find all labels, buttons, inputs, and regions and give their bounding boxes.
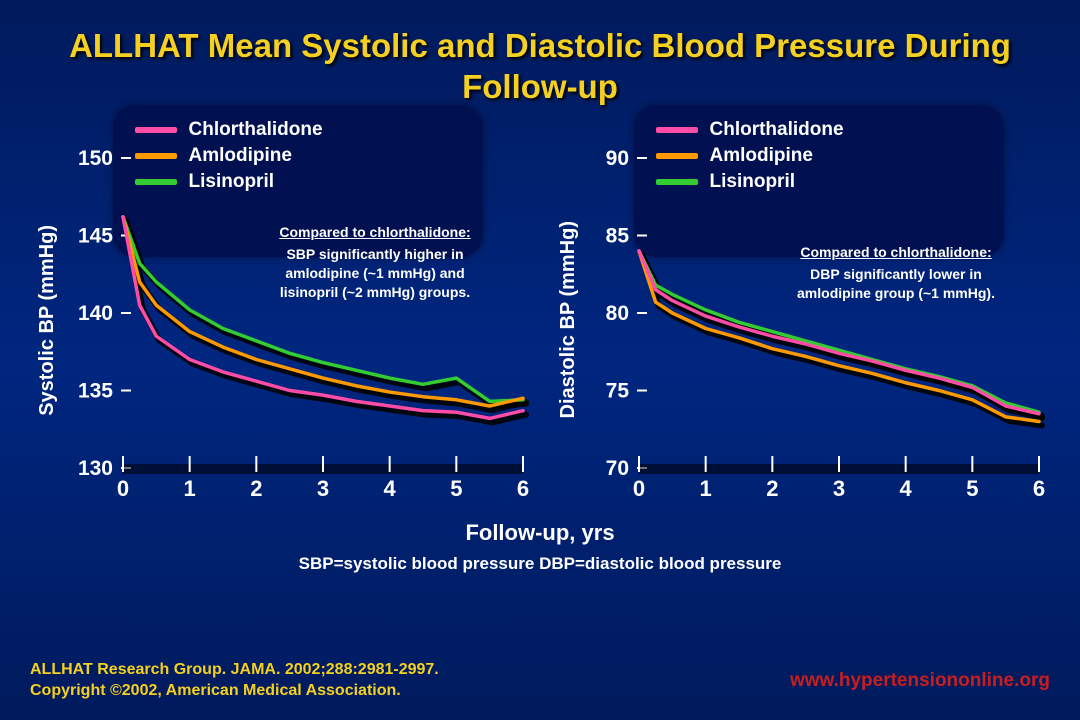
svg-text:130: 130 <box>77 457 112 480</box>
charts-row: Systolic BP (mmHg) ChlorthalidoneAmlodip… <box>0 123 1080 518</box>
citation-line1: ALLHAT Research Group. JAMA. 2002;288:29… <box>30 660 439 681</box>
svg-text:0: 0 <box>116 476 128 501</box>
svg-text:75: 75 <box>605 379 629 402</box>
sbp-note-title: Compared to chlorthalidone: <box>263 223 488 242</box>
svg-text:80: 80 <box>605 302 628 325</box>
sbp-line-chart: 130 135 140 145 150 0 1 2 3 4 5 6 <box>63 123 533 513</box>
svg-text:2: 2 <box>766 476 778 501</box>
svg-text:2: 2 <box>250 476 262 501</box>
svg-text:150: 150 <box>77 147 112 170</box>
svg-text:5: 5 <box>966 476 978 501</box>
svg-text:70: 70 <box>605 457 628 480</box>
x-axis-label: Follow-up, yrs <box>0 520 1080 546</box>
svg-text:85: 85 <box>605 224 629 247</box>
svg-text:135: 135 <box>77 379 112 402</box>
svg-text:90: 90 <box>605 147 628 170</box>
svg-text:140: 140 <box>77 302 112 325</box>
dbp-note: Compared to chlorthalidone: DBP signific… <box>784 243 1009 304</box>
sbp-note: Compared to chlorthalidone: SBP signific… <box>263 223 488 303</box>
svg-text:5: 5 <box>450 476 462 501</box>
svg-text:3: 3 <box>832 476 844 501</box>
dbp-y-axis-label: Diastolic BP (mmHg) <box>553 221 584 418</box>
svg-text:1: 1 <box>183 476 195 501</box>
svg-text:0: 0 <box>632 476 644 501</box>
svg-text:3: 3 <box>316 476 328 501</box>
citation: ALLHAT Research Group. JAMA. 2002;288:29… <box>30 660 439 702</box>
svg-text:4: 4 <box>899 476 912 501</box>
svg-text:145: 145 <box>77 224 112 247</box>
dbp-chart-wrap: Diastolic BP (mmHg) ChlorthalidoneAmlodi… <box>553 123 1049 518</box>
dbp-note-body: DBP significantly lower in amlodipine gr… <box>784 265 1009 303</box>
dbp-line-chart: 70 75 80 85 90 0 1 2 3 4 5 6 <box>584 123 1049 513</box>
sbp-chart-wrap: Systolic BP (mmHg) ChlorthalidoneAmlodip… <box>32 123 533 518</box>
source-url: www.hypertensiononline.org <box>790 670 1050 692</box>
svg-text:1: 1 <box>699 476 711 501</box>
abbreviations: SBP=systolic blood pressure DBP=diastoli… <box>0 554 1080 574</box>
sbp-y-axis-label: Systolic BP (mmHg) <box>32 225 63 416</box>
citation-line2: Copyright ©2002, American Medical Associ… <box>30 681 439 702</box>
svg-text:6: 6 <box>1032 476 1044 501</box>
dbp-note-title: Compared to chlorthalidone: <box>784 243 1009 262</box>
svg-text:4: 4 <box>383 476 396 501</box>
sbp-note-body: SBP significantly higher in amlodipine (… <box>263 245 488 302</box>
svg-text:6: 6 <box>516 476 528 501</box>
